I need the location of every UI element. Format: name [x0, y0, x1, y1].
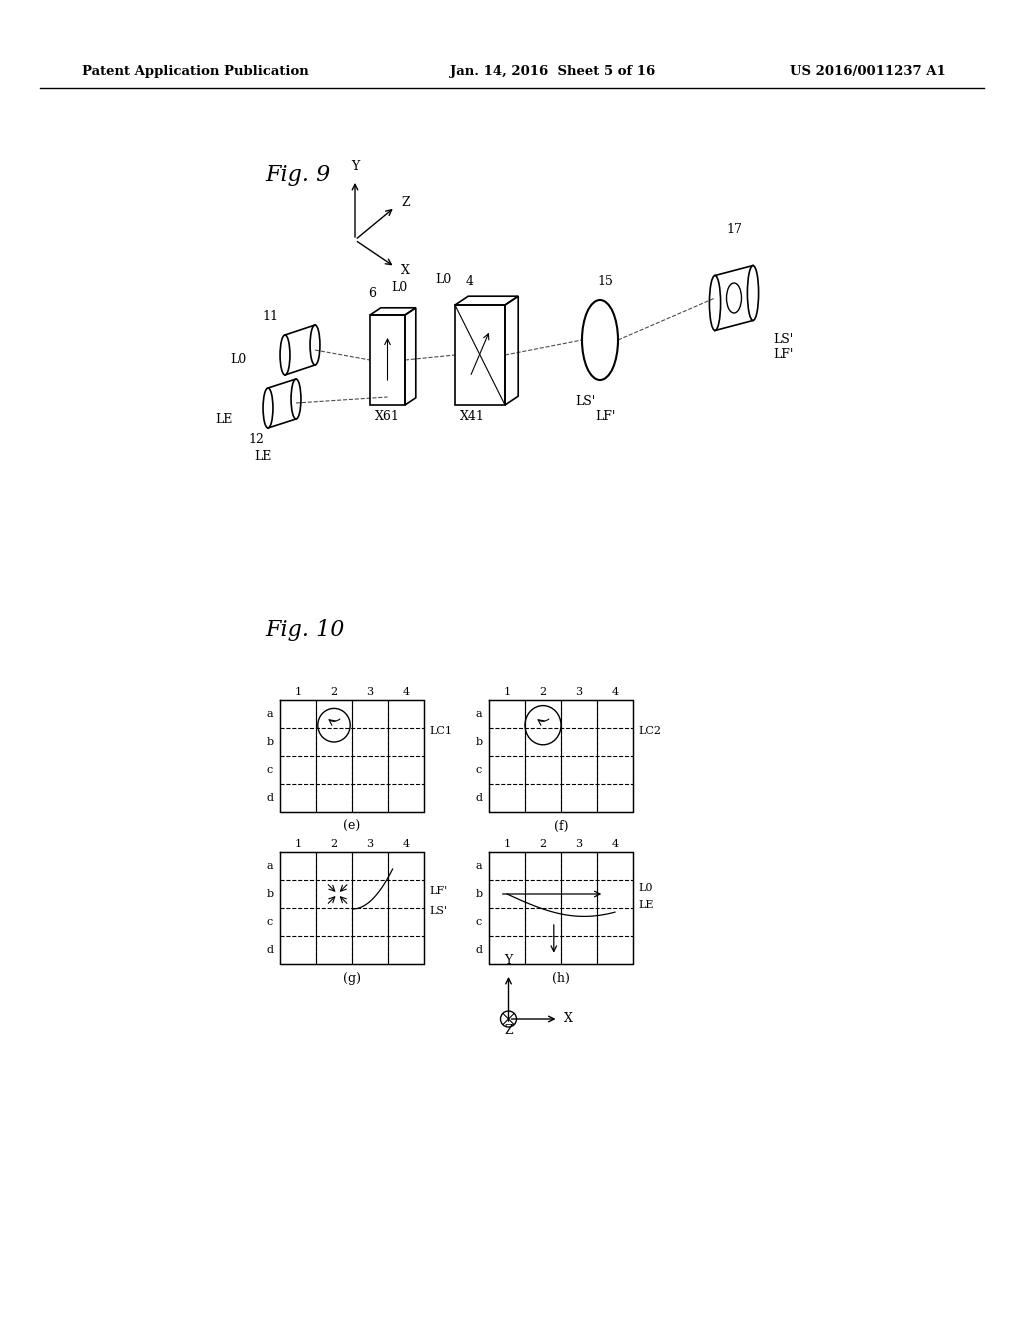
- Text: 6: 6: [368, 286, 376, 300]
- Text: 1: 1: [504, 686, 511, 697]
- Text: (g): (g): [343, 972, 361, 985]
- Text: LE: LE: [638, 900, 653, 909]
- Text: (h): (h): [552, 972, 570, 985]
- Text: X41: X41: [460, 411, 485, 422]
- Text: 15: 15: [597, 275, 613, 288]
- Text: b: b: [266, 737, 273, 747]
- Text: d: d: [475, 945, 482, 954]
- Text: 4: 4: [611, 686, 618, 697]
- Text: Patent Application Publication: Patent Application Publication: [82, 66, 309, 78]
- Text: b: b: [475, 888, 482, 899]
- Text: 17: 17: [726, 223, 742, 236]
- Text: 1: 1: [295, 840, 301, 849]
- Text: LS': LS': [429, 906, 447, 916]
- Text: 2: 2: [331, 840, 338, 849]
- Text: 12: 12: [248, 433, 264, 446]
- Text: LS': LS': [574, 395, 595, 408]
- Text: US 2016/0011237 A1: US 2016/0011237 A1: [790, 66, 946, 78]
- Text: LF': LF': [429, 886, 447, 896]
- Text: 4: 4: [611, 840, 618, 849]
- Text: X61: X61: [375, 411, 400, 422]
- Text: c: c: [476, 766, 482, 775]
- Text: Z: Z: [504, 1024, 513, 1038]
- Text: 3: 3: [575, 840, 583, 849]
- Text: LF': LF': [773, 348, 794, 360]
- Text: 2: 2: [540, 840, 547, 849]
- Text: 3: 3: [367, 840, 374, 849]
- Text: Y: Y: [505, 954, 513, 968]
- Text: L0: L0: [230, 352, 247, 366]
- Text: X: X: [563, 1012, 572, 1026]
- Text: a: a: [266, 861, 273, 871]
- Text: (e): (e): [343, 820, 360, 833]
- Text: LS': LS': [773, 333, 794, 346]
- Text: 4: 4: [466, 275, 474, 288]
- Text: 2: 2: [540, 686, 547, 697]
- Text: d: d: [266, 945, 273, 954]
- Text: 1: 1: [295, 686, 301, 697]
- Text: 1: 1: [504, 840, 511, 849]
- Text: a: a: [476, 709, 482, 719]
- Text: c: c: [267, 766, 273, 775]
- Text: LC2: LC2: [638, 726, 662, 735]
- Text: a: a: [266, 709, 273, 719]
- Text: LF': LF': [595, 411, 615, 422]
- Text: L0: L0: [435, 273, 452, 286]
- Text: (f): (f): [554, 820, 568, 833]
- Text: Jan. 14, 2016  Sheet 5 of 16: Jan. 14, 2016 Sheet 5 of 16: [450, 66, 655, 78]
- Text: c: c: [476, 917, 482, 927]
- Text: d: d: [266, 793, 273, 803]
- Text: 11: 11: [262, 310, 278, 323]
- Text: 4: 4: [402, 840, 410, 849]
- Text: LC1: LC1: [429, 726, 452, 735]
- Text: Z: Z: [401, 197, 410, 210]
- Text: Y: Y: [351, 160, 359, 173]
- Text: LE: LE: [216, 413, 233, 426]
- Text: 3: 3: [367, 686, 374, 697]
- Text: LE: LE: [254, 450, 271, 463]
- Text: b: b: [266, 888, 273, 899]
- Text: 4: 4: [402, 686, 410, 697]
- Text: a: a: [476, 861, 482, 871]
- Text: 3: 3: [575, 686, 583, 697]
- Text: L0: L0: [638, 883, 652, 894]
- Text: c: c: [267, 917, 273, 927]
- Text: b: b: [475, 737, 482, 747]
- Text: Fig. 10: Fig. 10: [265, 619, 344, 642]
- Text: L0: L0: [391, 281, 408, 294]
- Text: Fig. 9: Fig. 9: [265, 164, 331, 186]
- Text: X: X: [401, 264, 410, 277]
- Text: 2: 2: [331, 686, 338, 697]
- Text: d: d: [475, 793, 482, 803]
